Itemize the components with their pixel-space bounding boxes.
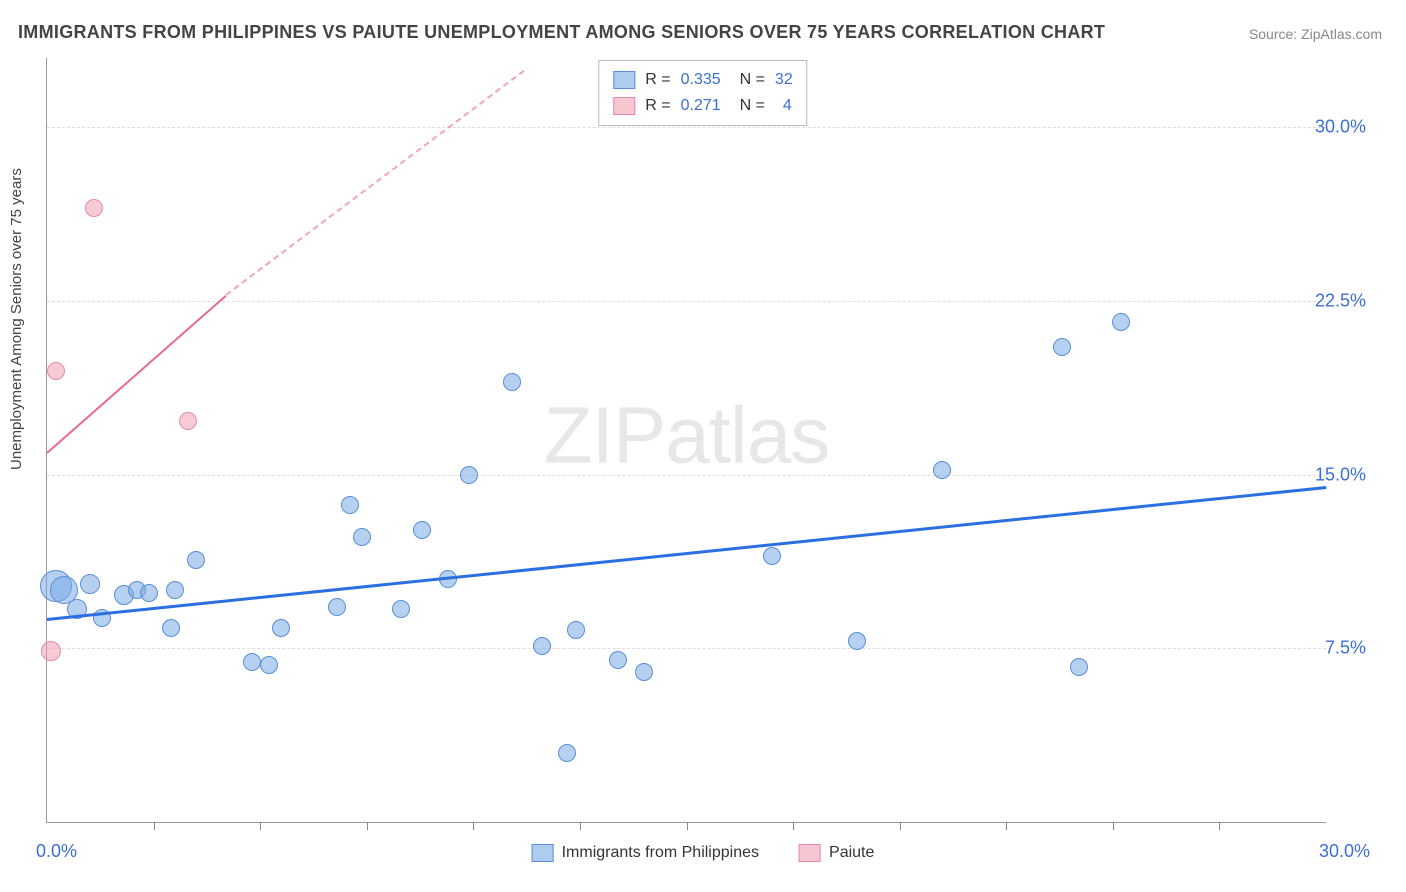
plot-area: ZIPatlas <box>46 58 1326 823</box>
scatter-point <box>162 619 180 637</box>
scatter-point <box>179 412 197 430</box>
scatter-point <box>1053 338 1071 356</box>
scatter-point <box>503 373 521 391</box>
legend-row: R = 0.335 N = 32 <box>613 67 792 93</box>
x-tick <box>1113 822 1114 830</box>
gridline <box>47 648 1326 649</box>
scatter-point <box>533 637 551 655</box>
scatter-point <box>558 744 576 762</box>
legend-item: Paiute <box>799 844 874 862</box>
x-tick <box>580 822 581 830</box>
scatter-point <box>353 528 371 546</box>
scatter-point <box>41 641 61 661</box>
legend-swatch-pink <box>613 97 635 115</box>
legend-item: Immigrants from Philippines <box>532 844 759 862</box>
scatter-point <box>80 574 100 594</box>
x-tick <box>687 822 688 830</box>
scatter-point <box>187 551 205 569</box>
chart-title: IMMIGRANTS FROM PHILIPPINES VS PAIUTE UN… <box>18 22 1105 43</box>
x-tick <box>1219 822 1220 830</box>
legend-swatch-blue <box>613 71 635 89</box>
y-tick-label: 7.5% <box>1325 638 1366 659</box>
y-tick-label: 15.0% <box>1315 464 1366 485</box>
scatter-point <box>933 461 951 479</box>
x-max-label: 30.0% <box>1319 841 1370 862</box>
legend-n-label: N = <box>731 67 765 93</box>
watermark-thin: atlas <box>665 390 829 479</box>
scatter-point <box>85 199 103 217</box>
scatter-point <box>140 584 158 602</box>
scatter-point <box>243 653 261 671</box>
gridline <box>47 127 1326 128</box>
x-tick <box>367 822 368 830</box>
trend-line <box>47 486 1326 620</box>
x-tick <box>793 822 794 830</box>
scatter-point <box>460 466 478 484</box>
x-tick <box>260 822 261 830</box>
source-label: Source: ZipAtlas.com <box>1249 26 1382 42</box>
legend-r-value: 0.335 <box>681 67 721 93</box>
scatter-point <box>341 496 359 514</box>
correlation-legend: R = 0.335 N = 32 R = 0.271 N = 4 <box>598 60 807 126</box>
legend-r-label: R = <box>645 67 670 93</box>
x-min-label: 0.0% <box>36 841 77 862</box>
trend-line <box>46 294 226 453</box>
x-tick <box>473 822 474 830</box>
scatter-point <box>609 651 627 669</box>
legend-row: R = 0.271 N = 4 <box>613 93 792 119</box>
scatter-point <box>392 600 410 618</box>
scatter-point <box>166 581 184 599</box>
trend-line-dashed <box>225 70 525 296</box>
scatter-point <box>1112 313 1130 331</box>
scatter-point <box>328 598 346 616</box>
y-axis-label: Unemployment Among Seniors over 75 years <box>8 168 25 470</box>
series-legend: Immigrants from Philippines Paiute <box>532 844 875 862</box>
watermark: ZIPatlas <box>544 389 829 481</box>
legend-n-value: 4 <box>775 93 792 119</box>
scatter-point <box>272 619 290 637</box>
scatter-point <box>763 547 781 565</box>
legend-r-label: R = <box>645 93 670 119</box>
x-tick <box>1006 822 1007 830</box>
legend-n-value: 32 <box>775 67 793 93</box>
x-tick <box>900 822 901 830</box>
scatter-point <box>567 621 585 639</box>
gridline <box>47 301 1326 302</box>
legend-label: Immigrants from Philippines <box>562 844 759 862</box>
legend-swatch-pink <box>799 844 821 862</box>
scatter-point <box>260 656 278 674</box>
legend-r-value: 0.271 <box>681 93 721 119</box>
legend-swatch-blue <box>532 844 554 862</box>
watermark-bold: ZIP <box>544 390 665 479</box>
x-tick <box>154 822 155 830</box>
scatter-point <box>47 362 65 380</box>
scatter-point <box>848 632 866 650</box>
scatter-point <box>635 663 653 681</box>
gridline <box>47 475 1326 476</box>
scatter-point <box>413 521 431 539</box>
legend-label: Paiute <box>829 844 874 862</box>
legend-n-label: N = <box>731 93 765 119</box>
y-tick-label: 30.0% <box>1315 117 1366 138</box>
scatter-point <box>1070 658 1088 676</box>
y-tick-label: 22.5% <box>1315 291 1366 312</box>
